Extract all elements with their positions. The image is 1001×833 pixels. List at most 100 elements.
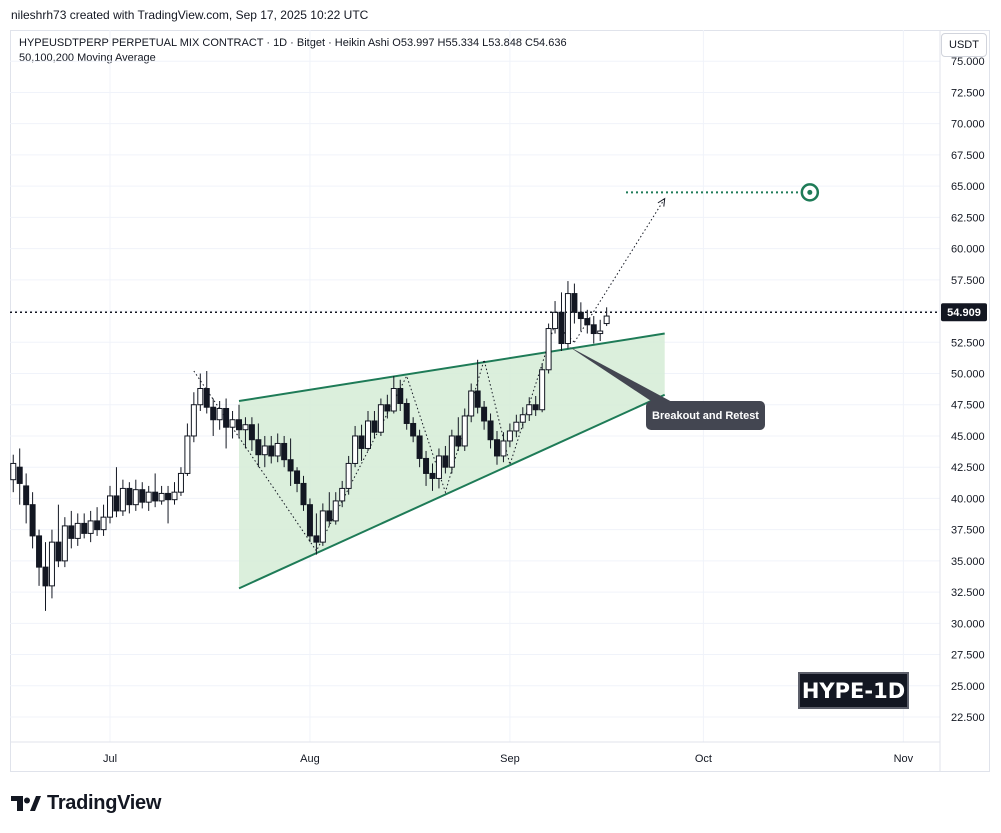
candle-body <box>119 487 126 512</box>
candle-body <box>319 510 326 543</box>
candle <box>352 425 359 468</box>
candle-body <box>603 315 610 325</box>
last-price-label: 54.909 <box>947 307 981 319</box>
candle-body <box>461 415 468 447</box>
candle <box>371 410 378 439</box>
y-tick-label: 25.000 <box>951 681 985 693</box>
candle <box>81 513 88 539</box>
price-chart[interactable]: Breakout and Retest 75.000 72.500 70.000 67… <box>0 0 1001 790</box>
candle-body <box>448 435 455 468</box>
candle <box>152 473 159 508</box>
candle <box>158 485 165 505</box>
candle <box>294 467 301 493</box>
y-tick-label: 50.000 <box>951 369 985 381</box>
candle <box>545 323 552 374</box>
candle-body <box>61 525 68 562</box>
candle-body <box>261 445 268 456</box>
candle <box>365 410 371 451</box>
candle <box>268 435 275 464</box>
candle <box>236 404 242 439</box>
y-tick-label: 67.500 <box>951 150 985 162</box>
candle <box>145 485 152 511</box>
candle-body <box>42 566 49 587</box>
candle <box>423 450 430 486</box>
candle <box>87 510 94 543</box>
candle-body <box>571 293 578 313</box>
wedge-upper-trendline[interactable] <box>238 332 665 402</box>
candle-body <box>74 522 81 539</box>
candle-body <box>358 435 365 449</box>
candle <box>261 435 268 468</box>
callout-box <box>646 401 765 430</box>
candle <box>435 448 442 489</box>
candle <box>313 513 320 555</box>
candle-body <box>177 472 184 493</box>
candle <box>74 513 81 546</box>
candle-body <box>384 404 391 412</box>
candle <box>416 429 423 468</box>
candle-body <box>145 491 152 503</box>
candle-body <box>210 406 217 421</box>
candle-body <box>165 492 172 501</box>
candle <box>107 485 113 524</box>
candle <box>229 410 236 439</box>
candle-body <box>539 369 546 411</box>
y-tick-label: 72.500 <box>951 87 985 99</box>
candle-body <box>29 504 36 537</box>
candle-body <box>474 390 481 408</box>
candle <box>526 397 533 421</box>
candles-group <box>10 281 610 611</box>
symbol-legend-line[interactable]: HYPEUSDTPERP PERPETUAL MIX CONTRACT · 1D… <box>19 37 567 49</box>
candle <box>500 432 507 463</box>
candle <box>474 359 481 414</box>
candle <box>23 473 30 524</box>
candle-body <box>429 472 436 479</box>
candle-body <box>171 491 178 501</box>
y-tick-label: 30.000 <box>951 618 985 630</box>
y-tick-label: 75.000 <box>951 56 985 68</box>
candle-body <box>229 419 236 428</box>
candle-body <box>87 520 94 534</box>
candle <box>597 319 604 342</box>
candle-body <box>468 390 475 417</box>
x-grid <box>10 30 941 772</box>
candle <box>384 394 391 419</box>
candle-body <box>16 466 23 484</box>
candle <box>332 492 339 525</box>
y-tick-label: 45.000 <box>951 431 985 443</box>
candle <box>190 392 197 443</box>
candle <box>519 407 526 429</box>
candle-body <box>48 541 55 587</box>
candle-body <box>519 414 526 423</box>
projection-arrow-head <box>657 197 666 207</box>
candle-body <box>113 495 120 512</box>
candle <box>590 316 597 344</box>
projection-arrow-line <box>573 198 666 343</box>
candle-body <box>55 541 62 562</box>
candle <box>403 398 410 430</box>
callout-pointer <box>567 346 674 403</box>
candle <box>468 383 475 423</box>
candle <box>552 301 559 334</box>
candle <box>242 417 249 449</box>
candle <box>255 423 262 468</box>
candle <box>126 482 133 514</box>
candle <box>36 529 43 586</box>
x-tick-label: Oct <box>695 753 712 765</box>
y-tick-label: 27.500 <box>951 650 985 662</box>
candle-body <box>577 311 584 320</box>
candle-body <box>390 387 397 412</box>
tradingview-footer[interactable]: TradingView <box>11 790 161 816</box>
candle-body <box>126 487 133 506</box>
candle-body <box>513 421 520 432</box>
candle <box>455 417 462 451</box>
candle-body <box>132 489 139 506</box>
candle <box>274 433 281 463</box>
candle-body <box>545 328 552 371</box>
candle <box>397 379 404 411</box>
candle <box>184 423 191 476</box>
wedge-lower-trendline[interactable] <box>238 393 666 590</box>
candle-body <box>455 435 462 447</box>
candle-body <box>352 435 359 464</box>
currency-button[interactable]: USDT <box>941 33 987 57</box>
